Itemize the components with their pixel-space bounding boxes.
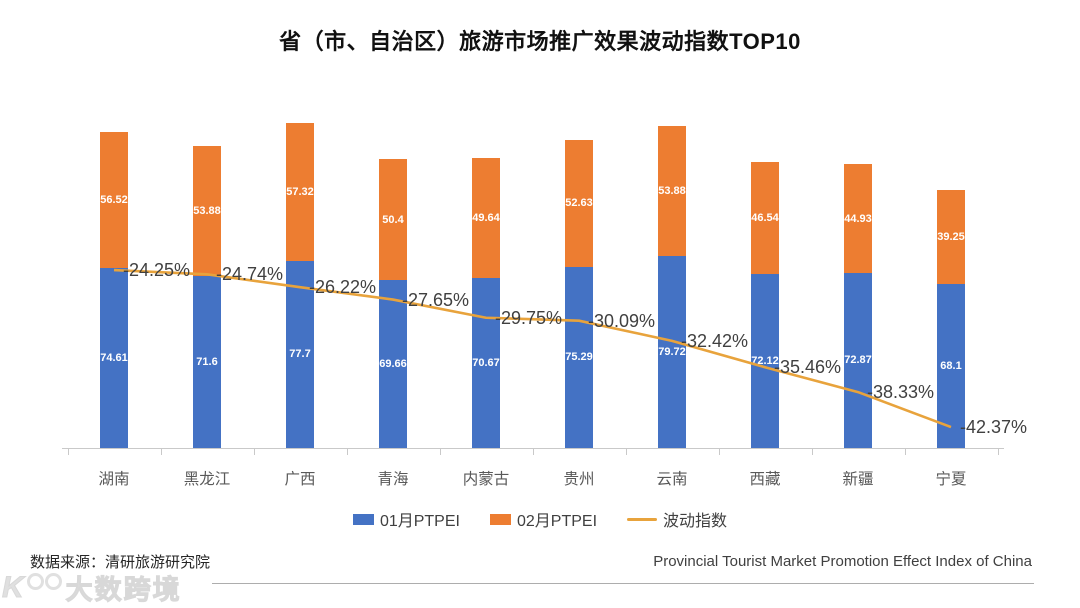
legend-line-swatch-icon xyxy=(627,517,658,521)
bar-feb-ptpei xyxy=(472,158,500,278)
bar-feb-value-label: 57.32 xyxy=(286,185,314,198)
category-label: 湖南 xyxy=(98,471,130,488)
legend-item: 02月PTPEI xyxy=(489,507,598,531)
legend: 01月PTPEI 02月PTPEI 波动指数 xyxy=(0,507,1080,531)
data-source-note: 数据来源：清研旅游研究院 xyxy=(30,554,211,571)
volatility-value-label: -27.65% xyxy=(402,289,470,310)
category-label: 云南 xyxy=(656,471,688,488)
bar-feb-value-label: 39.25 xyxy=(937,230,965,243)
volatility-value-label: -24.25% xyxy=(123,260,191,281)
bar-jan-value-label: 70.67 xyxy=(472,356,500,369)
volatility-value-label: -32.42% xyxy=(681,330,749,351)
bar-jan-value-label: 77.7 xyxy=(289,348,311,361)
category-label: 青海 xyxy=(377,471,409,488)
legend-label: 波动指数 xyxy=(663,513,728,530)
bar-feb-value-label: 52.63 xyxy=(565,197,593,210)
bar-feb-value-label: 53.88 xyxy=(658,185,686,198)
x-axis-tick xyxy=(253,448,255,455)
bar-feb-ptpei xyxy=(844,164,872,273)
x-axis-tick xyxy=(625,448,627,455)
volatility-value-label: -26.22% xyxy=(309,277,377,298)
volatility-value-label: -29.75% xyxy=(495,307,563,328)
bar-feb-value-label: 50.4 xyxy=(382,213,404,226)
category-label: 内蒙古 xyxy=(462,471,510,488)
x-axis-tick xyxy=(718,448,720,455)
x-axis-tick xyxy=(67,448,69,455)
category-label: 西藏 xyxy=(749,471,781,488)
volatility-value-label: -42.37% xyxy=(960,417,1028,438)
category-label: 贵州 xyxy=(563,471,595,488)
legend-square-swatch-icon xyxy=(489,513,511,525)
bar-jan-value-label: 75.29 xyxy=(565,351,593,364)
bar-feb-ptpei xyxy=(286,123,314,261)
bar-feb-ptpei xyxy=(751,162,779,275)
footer-divider xyxy=(212,583,1034,584)
x-axis-tick xyxy=(439,448,441,455)
category-label: 广西 xyxy=(284,471,316,488)
volatility-value-label: -35.46% xyxy=(774,357,842,378)
bar-feb-ptpei xyxy=(937,189,965,285)
category-label: 黑龙江 xyxy=(183,471,231,488)
bar-feb-value-label: 53.88 xyxy=(193,204,221,217)
legend-item: 01月PTPEI xyxy=(352,507,460,531)
legend-label: 02月PTPEI xyxy=(516,513,598,530)
bar-feb-ptpei xyxy=(379,159,407,281)
bar-feb-ptpei xyxy=(565,140,593,267)
bar-jan-value-label: 71.6 xyxy=(196,355,218,368)
bar-jan-value-label: 74.61 xyxy=(100,352,128,365)
bar-jan-value-label: 69.66 xyxy=(379,358,407,371)
category-label: 新疆 xyxy=(842,471,874,488)
x-axis-tick xyxy=(160,448,162,455)
x-axis-tick xyxy=(532,448,534,455)
bar-feb-value-label: 49.64 xyxy=(472,212,500,225)
bar-feb-ptpei xyxy=(100,132,128,269)
volatility-value-label: -38.33% xyxy=(867,382,935,403)
category-label: 宁夏 xyxy=(935,471,967,488)
bar-feb-ptpei xyxy=(658,126,686,257)
x-axis-tick xyxy=(904,448,906,455)
bar-feb-value-label: 44.93 xyxy=(844,212,872,225)
dashukuajing-logo-icon: K xyxy=(2,570,62,605)
volatility-value-label: -24.74% xyxy=(216,264,284,285)
watermark-text: 大数跨境 xyxy=(65,575,182,606)
bar-jan-value-label: 68.1 xyxy=(940,360,962,373)
chart-title: 省（市、自治区）旅游市场推广效果波动指数TOP10 xyxy=(279,29,801,54)
bar-feb-value-label: 56.52 xyxy=(100,194,128,207)
watermark: K 大数跨境 xyxy=(2,568,182,607)
english-subtitle: Provincial Tourist Market Promotion Effe… xyxy=(653,553,1032,570)
bar-feb-ptpei xyxy=(193,145,221,276)
legend-label: 01月PTPEI xyxy=(379,513,460,530)
legend-square-swatch-icon xyxy=(352,513,374,525)
legend-item: 波动指数 xyxy=(627,507,727,531)
x-axis-tick xyxy=(346,448,348,455)
bar-feb-value-label: 46.54 xyxy=(751,212,779,225)
volatility-value-label: -30.09% xyxy=(588,310,656,331)
x-axis-tick xyxy=(811,448,813,455)
x-axis-tick xyxy=(997,448,999,455)
